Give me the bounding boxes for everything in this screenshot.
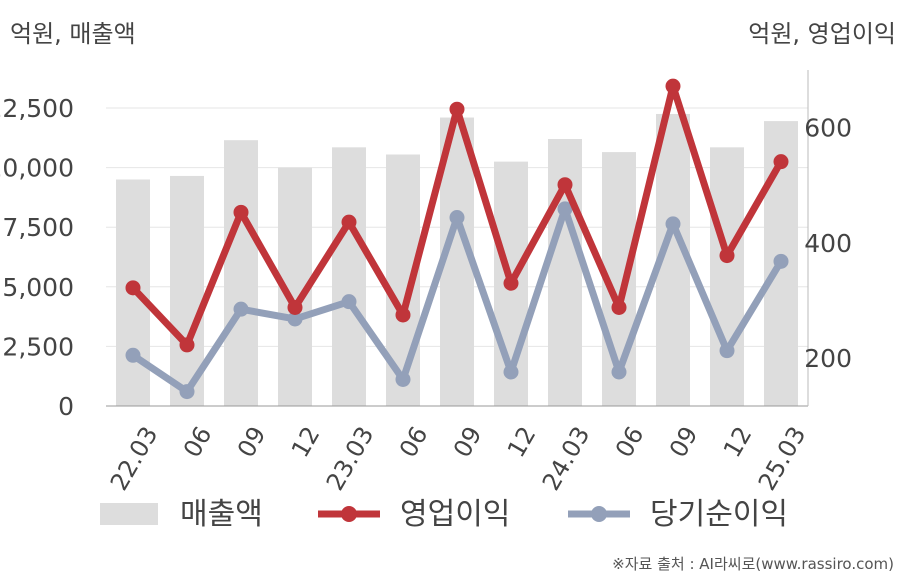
left-tick-label: 7,500 (2, 213, 74, 242)
legend-swatch-revenue (100, 503, 158, 525)
net-income-point (611, 364, 627, 380)
left-tick-label: 5,000 (2, 273, 74, 302)
operating-profit-point (287, 299, 303, 315)
x-tick-label: 09 (448, 422, 488, 462)
operating-profit-point (125, 280, 141, 296)
operating-profit-point (503, 275, 519, 291)
left-tick-label: 12,500 (0, 94, 74, 123)
operating-profit-point (179, 337, 195, 353)
net-income-point (125, 347, 141, 363)
right-tick-label: 200 (804, 344, 852, 373)
operating-profit-point (773, 154, 789, 170)
x-tick-label: 24.03 (537, 422, 596, 496)
right-axis-unit: 억원, 영업이익 (748, 20, 896, 48)
net-income-point (341, 294, 357, 310)
operating-profit-point (719, 248, 735, 264)
net-income-point (503, 364, 519, 380)
revenue-bar (170, 175, 204, 406)
net-income-point (665, 216, 681, 232)
left-tick-label: 2,500 (2, 332, 74, 361)
left-axis-unit: 억원, 매출액 (10, 20, 136, 48)
net-income-point (449, 210, 465, 226)
operating-profit-point (611, 299, 627, 315)
legend-label-net-income: 당기순이익 (650, 497, 788, 532)
operating-profit-point (233, 204, 249, 220)
profit-lines (125, 78, 789, 400)
revenue-bar (710, 147, 744, 406)
x-tick-label: 06 (394, 422, 434, 462)
net-income-point (287, 311, 303, 327)
operating-profit-point (557, 177, 573, 193)
x-tick-label: 22.03 (105, 422, 164, 496)
x-tick-label: 25.03 (753, 422, 812, 496)
net-income-point (395, 371, 411, 387)
revenue-bar (332, 147, 366, 406)
operating-profit-point (395, 307, 411, 323)
net-income-point (719, 343, 735, 359)
net-income-point (557, 201, 573, 217)
right-tick-label: 400 (804, 229, 852, 258)
operating-profit-point (341, 214, 357, 230)
x-tick-label: 12 (286, 422, 326, 462)
revenue-bar (224, 140, 258, 406)
legend-marker-net-income (591, 506, 607, 522)
net-income-point (773, 253, 789, 269)
operating-profit-point (665, 78, 681, 94)
net-income-point (179, 384, 195, 400)
left-tick-label: 0 (58, 392, 74, 421)
axes (106, 70, 809, 407)
legend: 매출액 영업이익 당기순이익 (100, 497, 788, 532)
x-tick-label: 06 (610, 422, 650, 462)
x-tick-label: 12 (718, 422, 758, 462)
source-credit: ※자료 출처 : AI라씨로(www.rassiro.com) (612, 555, 894, 573)
right-tick-label: 600 (804, 114, 852, 143)
legend-label-operating-profit: 영업이익 (400, 497, 510, 532)
x-tick-label: 09 (664, 422, 704, 462)
left-tick-label: 10,000 (0, 154, 74, 183)
net-income-point (233, 301, 249, 317)
x-tick-label: 12 (502, 422, 542, 462)
operating-profit-point (449, 101, 465, 117)
legend-label-revenue: 매출액 (180, 497, 263, 532)
legend-marker-operating-profit (341, 506, 357, 522)
x-tick-label: 06 (178, 422, 218, 462)
x-tick-label: 09 (232, 422, 272, 462)
x-tick-label: 23.03 (321, 422, 380, 496)
